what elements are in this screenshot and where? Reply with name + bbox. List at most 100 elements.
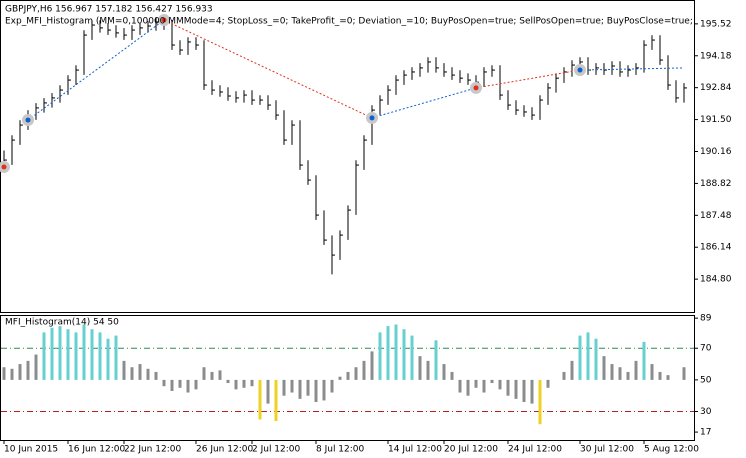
price-bar [611,61,615,75]
x-tick-label: 30 Jul 12:00 [580,445,634,455]
histogram-bar [634,360,638,380]
histogram-bar [354,367,358,380]
histogram-bar [442,364,446,380]
histogram-bar [82,324,86,380]
histogram-bar [50,327,54,380]
histogram-bar [466,379,470,396]
histogram-bar [154,371,158,380]
trade-line [579,67,685,71]
symbol-title: GBPJPY,H6 156.967 157.182 156.427 156.93… [5,5,213,15]
price-bar [235,91,239,103]
x-tick-label: 26 Jun 12:00 [196,445,253,455]
price-bar [11,135,15,165]
price-bar [395,75,399,95]
price-bar [491,65,495,77]
price-bar [267,95,271,110]
price-bar [515,100,519,115]
trade-dot [1,164,7,170]
histogram-bar [10,368,14,380]
histogram-bar [482,379,486,393]
histogram-bar [66,329,70,380]
histogram-bar [202,367,206,380]
histogram-bar [474,379,478,388]
price-bar [371,105,375,145]
expert-title: Exp_MFI_Histogram (MM=0,100000 MMMode=4;… [5,17,746,27]
price-bar [531,107,535,120]
trade-dot [161,17,167,23]
trade-dot [25,117,31,123]
histogram-bar [130,367,134,380]
price-bar [115,25,119,38]
histogram-bar [578,335,582,380]
indicator-title: MFI_Histogram(14) 54 50 [5,318,119,328]
price-bar [147,21,151,33]
price-bar [539,95,543,120]
histogram-bar [370,351,374,380]
histogram-bar [426,360,430,380]
x-tick-label: 20 Jul 12:00 [444,445,498,455]
histogram-bar [186,379,190,393]
histogram-bar [434,340,438,380]
histogram-bar [650,364,654,380]
price-bar [35,103,39,120]
price-bar [219,85,223,97]
price-bar [299,120,303,170]
y-tick-label: 89 [700,314,712,324]
histogram-bar [194,379,198,390]
histogram-bar [330,379,334,393]
price-bar [83,30,87,75]
histogram-bar [258,379,262,420]
histogram-bar [506,379,510,396]
histogram-bar [594,338,598,380]
price-bar [195,37,199,50]
price-bar [427,57,431,73]
price-bar [467,73,471,85]
price-bar [555,73,559,93]
histogram-bar [290,379,294,393]
histogram-bar [210,371,214,380]
price-bar [259,95,263,105]
x-tick-label: 22 Jun 12:00 [124,445,181,455]
price-bar [507,90,511,110]
histogram-bar [546,379,550,388]
x-tick-label: 16 Jun 12:00 [68,445,125,455]
trade-line [475,69,581,89]
histogram-bar [34,354,38,380]
histogram-bar [74,332,78,380]
price-bar [291,120,295,145]
x-tick-label: 14 Jul 12:00 [388,445,442,455]
histogram-bar [226,379,230,384]
price-bar [107,23,111,35]
price-bar [379,95,383,115]
price-bar [99,20,103,33]
price-bar [75,65,79,85]
trade-dot [473,85,479,91]
histogram-bar [410,335,414,380]
price-bar [275,100,279,120]
price-bar [43,98,47,113]
y-tick-label: 192.84 [700,83,732,93]
price-bar [571,60,575,77]
y-tick-label: 188.82 [700,179,732,189]
histogram-bar [18,364,22,380]
histogram-bar [458,379,462,393]
histogram-bar [274,379,278,422]
histogram-bar [378,332,382,380]
histogram-bar [306,379,310,396]
price-bar [339,230,343,260]
price-bar [211,80,215,95]
price-bar [283,110,287,145]
histogram-bar [346,371,350,380]
y-tick-label: 17 [700,428,711,438]
price-bar [19,120,23,145]
histogram-bar [314,379,318,403]
price-bar [683,83,687,103]
histogram-bar [250,379,254,387]
price-bar [643,40,647,73]
y-tick-label: 50 [700,375,712,385]
price-bar [331,235,335,275]
histogram-bar [338,376,342,380]
histogram-bar [530,379,534,404]
expert-clip: Exp_MFI_Histogram (MM=0,100000 MMMode=4;… [5,17,746,27]
